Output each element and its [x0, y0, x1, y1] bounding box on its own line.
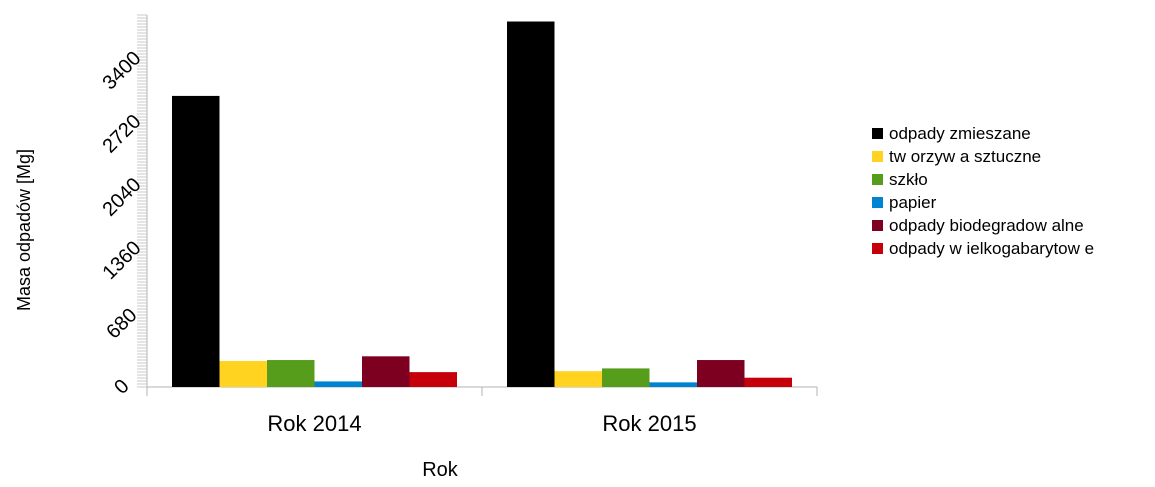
legend-item: odpady zmieszane	[872, 122, 1094, 145]
legend-swatch	[872, 151, 883, 162]
bar-1-2	[507, 21, 555, 387]
x-axis-title: Rok	[422, 459, 459, 481]
legend-item: papier	[872, 191, 1094, 214]
y-tick-label: 2040	[98, 174, 145, 221]
x-tick-label: Rok 2014	[267, 411, 361, 436]
y-tick-label: 0	[110, 375, 133, 398]
y-axis-title: Masa odpadów [Mg]	[14, 149, 34, 311]
legend-swatch	[872, 220, 883, 231]
bar-3-2	[602, 368, 650, 387]
legend-swatch	[872, 128, 883, 139]
legend-swatch	[872, 174, 883, 185]
y-tick-label: 680	[102, 304, 141, 343]
legend-swatch	[872, 243, 883, 254]
legend-item: odpady w ielkogabarytow e	[872, 237, 1094, 260]
bar-2-1	[219, 360, 267, 387]
bar-5-1	[362, 356, 410, 387]
legend-item: odpady biodegradow alne	[872, 214, 1094, 237]
bar-3-1	[267, 360, 315, 387]
bar-2-2	[554, 371, 602, 387]
legend-swatch	[872, 197, 883, 208]
bar-4-2	[649, 382, 697, 387]
legend-label: szkło	[889, 169, 928, 189]
bar-6-2	[744, 377, 792, 387]
x-tick-label: Rok 2015	[602, 411, 696, 436]
bar-1-1	[172, 95, 220, 387]
legend-item: szkło	[872, 168, 1094, 191]
bar-6-1	[409, 372, 457, 387]
chart-legend: odpady zmieszane tw orzyw a sztuczne szkło…	[872, 122, 1094, 260]
legend-label: odpady biodegradow alne	[889, 215, 1084, 235]
legend-label: odpady zmieszane	[889, 123, 1031, 143]
legend-label: papier	[889, 192, 937, 212]
legend-item: tw orzyw a sztuczne	[872, 145, 1094, 168]
bar-4-1	[314, 381, 362, 387]
bar-5-2	[697, 360, 745, 387]
legend-label: odpady w ielkogabarytow e	[889, 238, 1095, 258]
legend-label: tw orzyw a sztuczne	[889, 146, 1042, 166]
y-axis-minor-ticks	[137, 14, 147, 388]
